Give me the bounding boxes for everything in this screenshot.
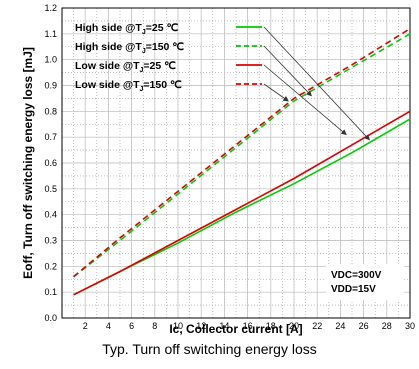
- y-tick-label: 0.0: [44, 313, 57, 323]
- chart-caption: Typ. Turn off switching energy loss: [102, 341, 317, 357]
- legend-label-2: High side @TJ=150 ℃: [75, 41, 184, 55]
- series-line-4: [73, 28, 411, 278]
- y-tick-label: 0.6: [44, 158, 57, 168]
- annotation-arrow-3: [263, 64, 347, 136]
- annotation-arrow-1: [263, 26, 370, 141]
- legend-label-4: Low side @TJ=150 ℃: [75, 79, 182, 93]
- y-tick-label: 0.4: [44, 210, 57, 220]
- y-tick-label: 0.2: [44, 261, 57, 271]
- annotation-arrow-2: [263, 45, 312, 97]
- y-tick-label: 1.1: [44, 29, 57, 39]
- legend-label-3: Low side @TJ=25 ℃: [75, 60, 176, 74]
- x-tick-label: 24: [335, 321, 345, 331]
- x-tick-label: 4: [106, 321, 111, 331]
- x-tick-label: 14: [219, 321, 229, 331]
- x-axis-title: Ic, Collector current [A]: [169, 322, 302, 336]
- y-tick-label: 0.1: [44, 287, 57, 297]
- chart: 0.0 0.1 0.2 0.3 0.4 0.5 0.6 0.7 0.8 0.9 1.0 1.1 1.2 2…: [21, 3, 415, 336]
- annotation-arrow-4: [263, 83, 289, 102]
- conditions-box: [326, 264, 404, 300]
- series-line-3: [73, 110, 411, 296]
- x-tick-label: 12: [196, 321, 206, 331]
- x-tick-label: 16: [243, 321, 253, 331]
- x-tick-label: 26: [359, 321, 369, 331]
- x-tick-label: 6: [129, 321, 134, 331]
- plot-border: [61, 7, 411, 319]
- x-tick-label: 10: [173, 321, 183, 331]
- x-tick-label: 8: [152, 321, 157, 331]
- y-tick-label: 0.3: [44, 236, 57, 246]
- y-tick-label: 0.9: [44, 81, 57, 91]
- condition-label: VDC=300V: [331, 270, 382, 281]
- x-tick-label: 22: [312, 321, 322, 331]
- x-tick-label: 20: [289, 321, 299, 331]
- y-tick-label: 0.8: [44, 106, 57, 116]
- y-tick-label: 1.0: [44, 55, 57, 65]
- x-tick-label: 18: [266, 321, 276, 331]
- y-tick-label: 0.7: [44, 132, 57, 142]
- legend-label-1: High side @TJ=25 ℃: [75, 22, 178, 36]
- y-tick-label: 1.2: [44, 3, 57, 13]
- y-axis-title: Eoff, Turn off switching energy loss [mJ…: [21, 47, 35, 279]
- x-tick-label: 2: [83, 321, 88, 331]
- x-tick-label: 28: [382, 321, 392, 331]
- y-tick-label: 0.5: [44, 184, 57, 194]
- condition-label: VDD=15V: [331, 284, 376, 295]
- x-tick-label: 30: [405, 321, 415, 331]
